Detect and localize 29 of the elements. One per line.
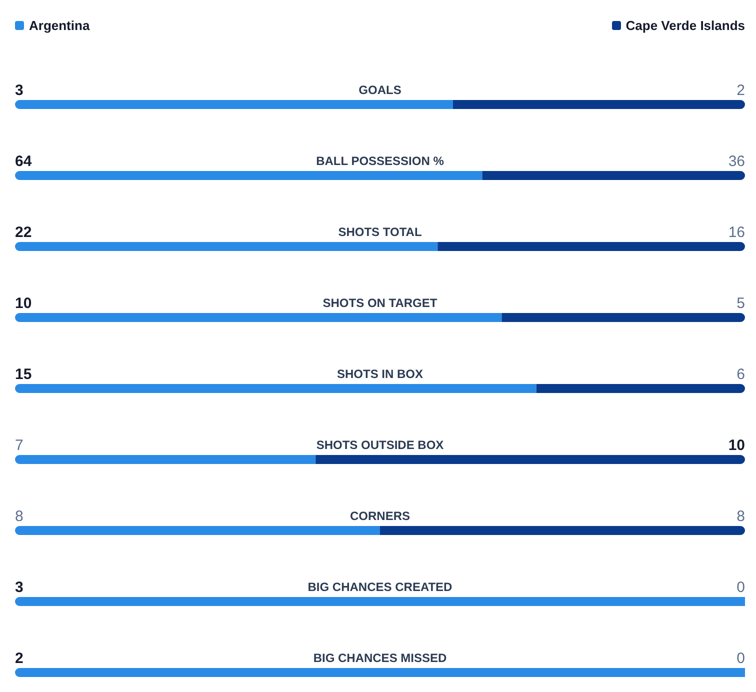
- y-tick-label: SHOTS IN BOX: [336, 367, 424, 382]
- y-tick-label: CORNERS: [350, 509, 410, 524]
- y-tick-label: BIG CHANCES MISSED: [313, 651, 447, 666]
- y-tick-label: SHOTS OUTSIDE BOX: [316, 438, 444, 452]
- data-label: 2: [736, 82, 745, 99]
- data-label: 10: [728, 436, 745, 454]
- data-label: 64: [15, 152, 32, 170]
- data-label: 8: [15, 508, 24, 525]
- data-label: 6: [736, 366, 745, 383]
- data-label: 8: [736, 508, 745, 525]
- data-label: 22: [15, 224, 32, 241]
- y-tick-label: GOALS: [358, 83, 402, 98]
- data-label: 15: [15, 366, 32, 383]
- y-tick-label: BIG CHANCES CREATED: [308, 580, 453, 594]
- data-label: 2: [15, 650, 24, 667]
- data-label: 10: [15, 294, 32, 312]
- y-tick-label: BALL POSSESSION %: [316, 154, 444, 168]
- data-label: 36: [728, 152, 745, 170]
- data-label: 3: [15, 578, 24, 596]
- legend-label: Cape Verde Islands: [624, 18, 745, 33]
- data-label: 3: [15, 82, 24, 99]
- y-tick-label: SHOTS ON TARGET: [322, 296, 438, 310]
- data-label: 7: [15, 436, 24, 454]
- data-label: 16: [728, 224, 745, 241]
- annotation: 0: [736, 578, 745, 596]
- legend-label: Argentina: [28, 18, 90, 33]
- annotation: 0: [736, 650, 745, 667]
- y-tick-label: SHOTS TOTAL: [338, 225, 422, 240]
- data-label: 5: [736, 294, 745, 312]
